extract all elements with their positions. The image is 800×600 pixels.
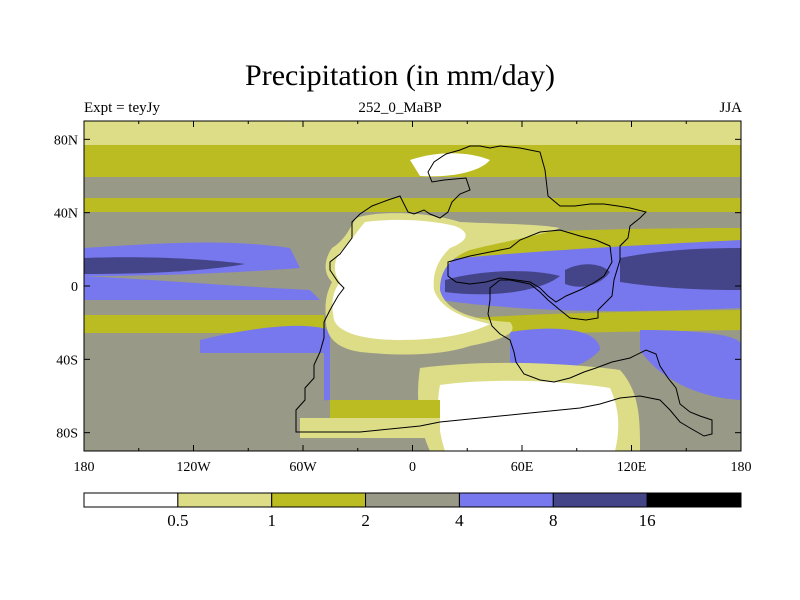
x-tick-label: 60W [289, 460, 317, 475]
dry-continent-core [332, 219, 490, 340]
dry-north-patch [410, 153, 490, 177]
band-southeast-wet [640, 330, 741, 400]
map-title: Precipitation (in mm/day) [245, 59, 555, 92]
x-tick-label: 60E [511, 460, 534, 475]
tethys-coastline [447, 229, 613, 303]
x-tick-label: 180 [731, 460, 752, 475]
contour-field [84, 121, 741, 451]
pangea-coastline [295, 145, 713, 437]
colorbar-label: 4 [455, 511, 464, 530]
dry-south-core [437, 380, 619, 451]
band-south-dry-e [440, 310, 741, 334]
band-south-storm-w [84, 353, 324, 431]
band-south-sub-w [84, 300, 324, 318]
band-itcz-west-south [84, 276, 320, 303]
colorbar-swatch [177, 492, 273, 508]
colorbar-label: 1 [267, 511, 276, 530]
y-axis: 80N 40N 0 40S 80S [54, 133, 741, 442]
colorbar-label: 2 [361, 511, 370, 530]
band-tethys-core [445, 271, 560, 295]
band-itcz-west-core [84, 257, 245, 274]
colorbar: 0.5 1 2 4 8 16 [83, 492, 742, 530]
colorbar-label: 16 [639, 511, 656, 530]
band-north-storm [84, 178, 741, 198]
band-north-sub [84, 198, 741, 212]
colorbar-label: 0.5 [167, 511, 188, 530]
y-tick-label: 80N [54, 133, 78, 148]
y-tick-label: 40N [54, 207, 78, 222]
band-south-sub-c [330, 400, 440, 418]
colorbar-swatch [365, 492, 460, 508]
band-east-ocean-core [620, 248, 741, 290]
band-south-wet-e [510, 328, 600, 372]
colorbar-swatch [83, 492, 179, 508]
x-tick-label: 0 [409, 460, 416, 475]
x-axis: 180 120W 60W 0 60E 120E 180 [74, 121, 752, 475]
season-label: JJA [719, 100, 742, 116]
colorbar-swatch [552, 492, 648, 508]
band-south-light-c [300, 418, 440, 438]
colorbar-label: 8 [549, 511, 558, 530]
y-tick-label: 80S [56, 427, 78, 442]
x-tick-label: 120W [176, 460, 211, 475]
band-tethys-core-2 [565, 264, 610, 287]
colorbar-swatch [271, 492, 367, 508]
y-tick-label: 0 [71, 280, 78, 295]
y-tick-label: 40S [56, 353, 78, 368]
x-tick-label: 180 [74, 460, 95, 475]
colorbar-swatch [646, 492, 742, 508]
x-tick-label: 120E [617, 460, 647, 475]
colorbar-swatch [458, 492, 554, 508]
period-label: 252_0_MaBP [358, 100, 442, 116]
experiment-label: Expt = teyJy [84, 100, 160, 116]
